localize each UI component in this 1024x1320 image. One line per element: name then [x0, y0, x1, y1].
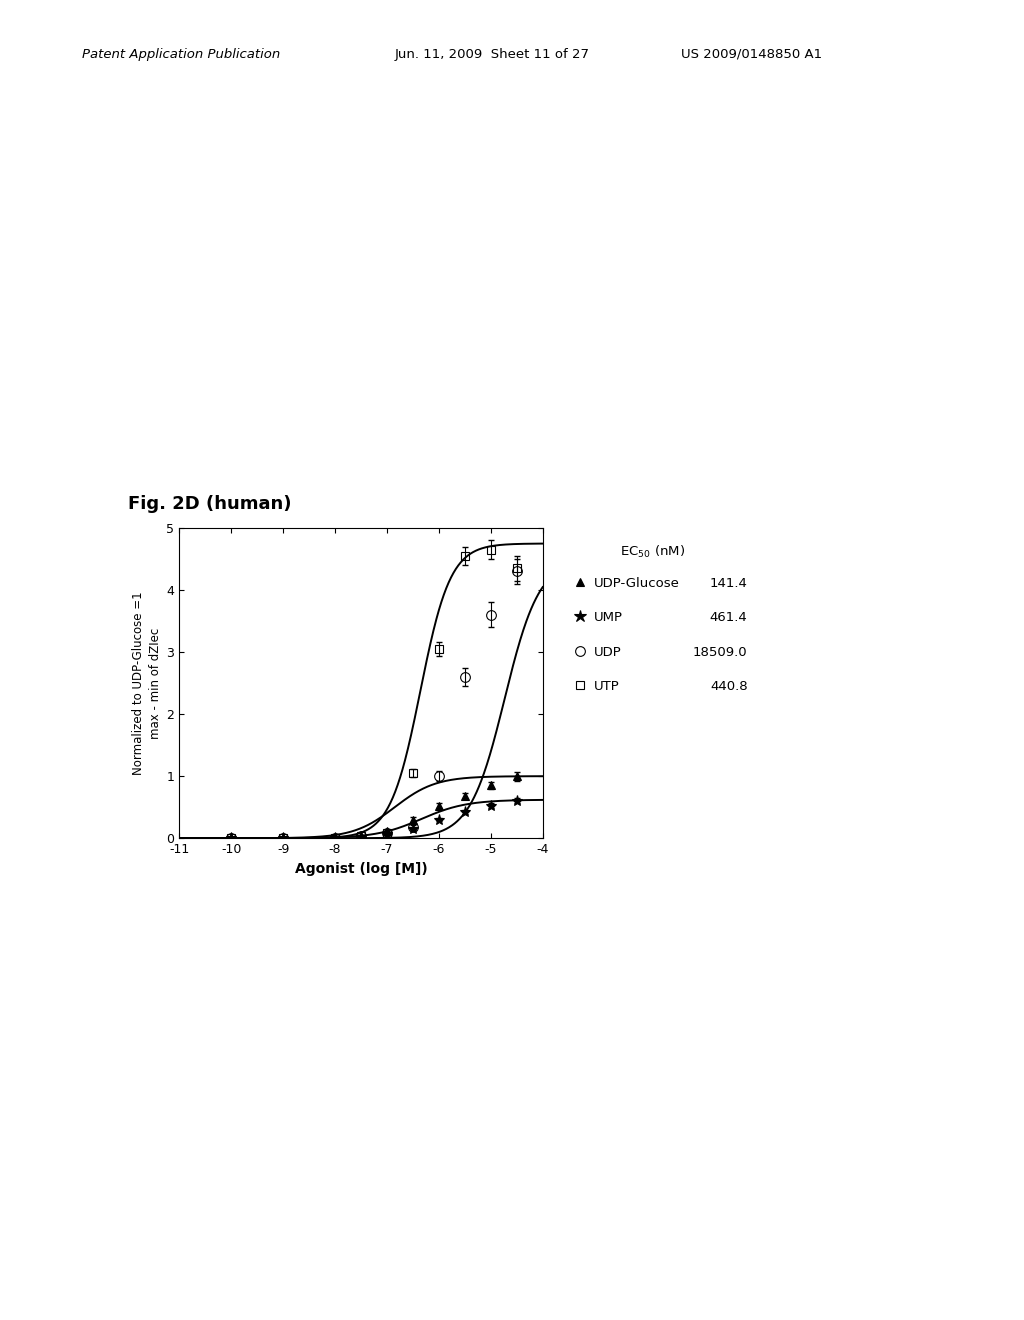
- Text: Patent Application Publication: Patent Application Publication: [82, 48, 281, 61]
- Y-axis label: Normalized to UDP-Glucose =1
max - min of dZIec: Normalized to UDP-Glucose =1 max - min o…: [132, 591, 162, 775]
- Text: Jun. 11, 2009  Sheet 11 of 27: Jun. 11, 2009 Sheet 11 of 27: [394, 48, 589, 61]
- Text: UMP: UMP: [594, 611, 623, 624]
- Text: US 2009/0148850 A1: US 2009/0148850 A1: [681, 48, 822, 61]
- Text: EC$_{50}$ (nM): EC$_{50}$ (nM): [620, 544, 685, 560]
- Text: UDP: UDP: [594, 645, 622, 659]
- Text: Fig. 2D (human): Fig. 2D (human): [128, 495, 292, 513]
- Text: 18509.0: 18509.0: [693, 645, 748, 659]
- Text: 440.8: 440.8: [710, 680, 748, 693]
- Text: UDP-Glucose: UDP-Glucose: [594, 577, 680, 590]
- Text: 141.4: 141.4: [710, 577, 748, 590]
- X-axis label: Agonist (log [M]): Agonist (log [M]): [295, 862, 427, 875]
- Text: UTP: UTP: [594, 680, 620, 693]
- Text: 461.4: 461.4: [710, 611, 748, 624]
